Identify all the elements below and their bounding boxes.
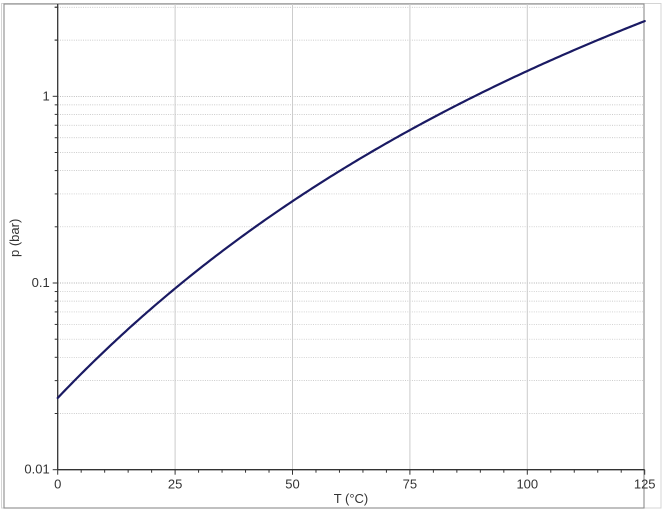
svg-text:25: 25 — [168, 477, 182, 492]
svg-text:100: 100 — [516, 477, 538, 492]
svg-text:50: 50 — [285, 477, 299, 492]
svg-text:T (°C): T (°C) — [334, 491, 369, 506]
svg-text:1: 1 — [42, 88, 49, 103]
svg-text:0: 0 — [54, 477, 61, 492]
svg-text:125: 125 — [634, 477, 656, 492]
svg-text:0.01: 0.01 — [24, 462, 49, 477]
svg-text:0.1: 0.1 — [32, 275, 50, 290]
svg-text:75: 75 — [403, 477, 417, 492]
